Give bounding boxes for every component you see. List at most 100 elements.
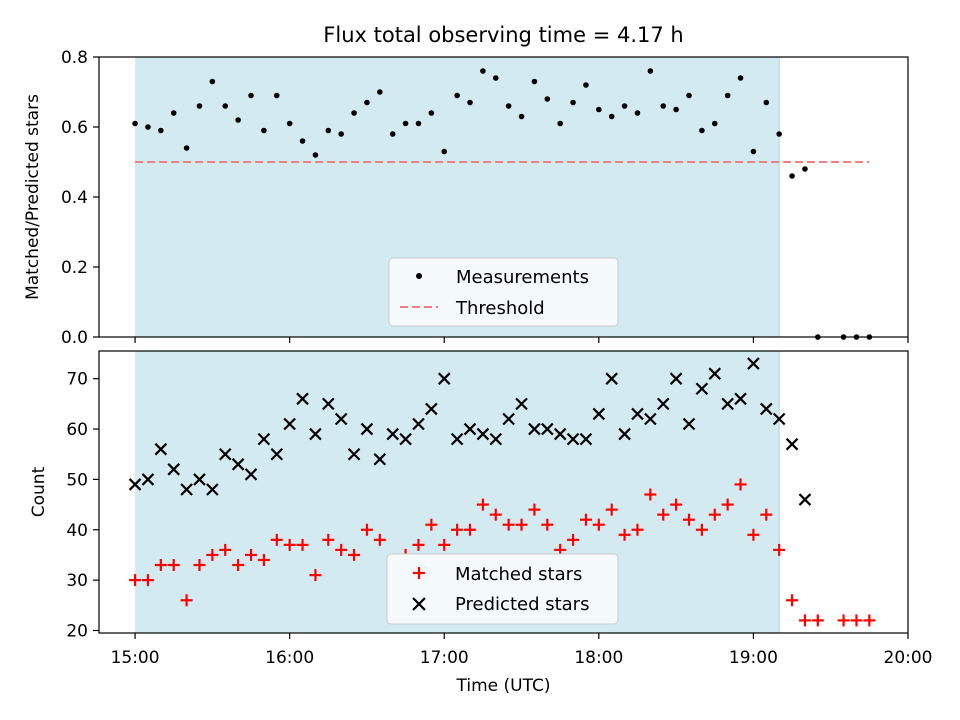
matched-star-point	[245, 548, 258, 561]
legend-marker-matched	[413, 567, 425, 579]
matched-star-point	[206, 548, 219, 561]
bottom-y-axis-label: Count	[29, 466, 49, 517]
top-y-axis-label: Matched/Predicted stars	[23, 94, 43, 300]
matched-star-point	[863, 614, 876, 627]
measurement-point	[235, 117, 241, 123]
measurement-point	[711, 120, 718, 127]
bottom-y-tick-label: 60	[66, 420, 88, 440]
measurement-points	[132, 68, 873, 340]
matched-star-point	[141, 574, 154, 587]
bottom-y-tick-label: 50	[66, 470, 88, 490]
predicted-star-point	[528, 422, 541, 436]
matched-star-point	[464, 523, 477, 536]
predicted-star-point	[412, 417, 425, 431]
measurement-point	[647, 68, 654, 74]
bottom-x-ticks: 15:00 16:00 17:00 18:00 19:00 20:00	[111, 633, 933, 668]
top-plot-frame	[98, 56, 909, 338]
predicted-star-point	[682, 417, 696, 431]
top-y-ticks: 0.0 0.2 0.4 0.6 0.8	[61, 48, 99, 348]
top-x-ticks	[134, 337, 909, 343]
predicted-star-point	[618, 427, 631, 441]
predicted-star-point	[502, 412, 515, 426]
predicted-star-point	[373, 452, 387, 466]
matched-star-point	[541, 518, 554, 531]
bottom-y-tick-label: 20	[66, 621, 88, 641]
matched-star-point	[180, 594, 193, 607]
matched-star-point	[335, 543, 348, 556]
predicted-star-point	[605, 372, 618, 385]
matched-star-point	[270, 533, 283, 546]
matched-star-point	[167, 559, 180, 572]
matched-star-point	[373, 533, 386, 546]
bottom-plot-frame	[98, 350, 909, 634]
predicted-star-point	[283, 417, 296, 431]
top-panel: Flux total observing time = 4.17 h 0.00.…	[23, 23, 909, 348]
predicted-star-point	[476, 427, 490, 441]
measurement-point	[273, 92, 280, 99]
measurement-point	[596, 106, 602, 113]
measurement-point	[750, 148, 757, 155]
predicted-star-point	[180, 483, 193, 496]
matched-star-point	[850, 614, 863, 627]
matched-star-point	[438, 538, 451, 551]
matched-star-point	[348, 548, 361, 561]
measurement-point	[299, 138, 306, 144]
matched-star-point	[219, 543, 232, 556]
predicted-star-point	[193, 473, 206, 486]
measurement-point	[763, 99, 770, 106]
measurement-point	[441, 148, 448, 155]
predicted-star-point	[798, 493, 812, 506]
predicted-star-point	[257, 432, 271, 446]
measurement-point	[518, 113, 525, 120]
matched-star-point	[618, 528, 631, 541]
matched-star-point	[670, 498, 683, 511]
predicted-star-point	[206, 483, 219, 496]
legend-label-measurements: Measurements	[456, 267, 589, 288]
predicted-star-point	[515, 397, 528, 411]
predicted-star-point	[128, 478, 142, 491]
measurement-point	[776, 131, 782, 137]
legend-label-threshold: Threshold	[455, 298, 545, 319]
matched-star-point	[760, 508, 773, 521]
predicted-star-point	[141, 473, 155, 486]
measurement-point	[415, 120, 422, 127]
x-axis-label: Time (UTC)	[456, 676, 551, 696]
measurement-point	[402, 120, 409, 127]
measurement-point	[492, 75, 499, 81]
predicted-star-point	[244, 468, 258, 481]
chart-title: Flux total observing time = 4.17 h	[323, 23, 683, 47]
measurement-point	[673, 106, 679, 113]
bottom-x-tick-label: 19:00	[729, 648, 778, 668]
matched-star-point	[683, 513, 696, 526]
measurement-point	[338, 131, 344, 137]
matched-star-point	[283, 538, 296, 551]
predicted-star-point	[708, 367, 722, 380]
bottom-x-tick-label: 20:00	[884, 648, 933, 668]
measurement-point	[699, 127, 705, 134]
predicted-star-point	[721, 397, 734, 411]
matched-star-point	[657, 508, 670, 521]
bottom-y-tick-label: 30	[66, 571, 88, 591]
measurement-point	[454, 92, 460, 99]
top-y-tick-label: 0.4	[61, 188, 88, 208]
predicted-star-point	[437, 372, 451, 385]
predicted-star-point	[425, 402, 438, 416]
matched-star-point	[257, 553, 270, 566]
measurement-point	[802, 166, 808, 172]
matched-star-point	[489, 508, 502, 521]
predicted-star-point	[541, 422, 554, 436]
matched-star-point	[322, 533, 335, 546]
matched-star-point	[837, 614, 850, 627]
predicted-star-point	[309, 427, 322, 441]
predicted-star-point	[296, 392, 309, 406]
measurement-point	[583, 82, 589, 88]
measurement-point	[570, 99, 576, 106]
top-y-tick-label: 0.0	[61, 328, 88, 348]
matched-star-point	[747, 528, 760, 541]
predicted-star-point	[566, 432, 580, 446]
measurement-point	[209, 78, 216, 85]
predicted-stars-points	[128, 357, 812, 506]
predicted-star-point	[270, 447, 284, 461]
measurement-point	[789, 173, 795, 179]
bottom-x-tick-label: 15:00	[111, 648, 160, 668]
